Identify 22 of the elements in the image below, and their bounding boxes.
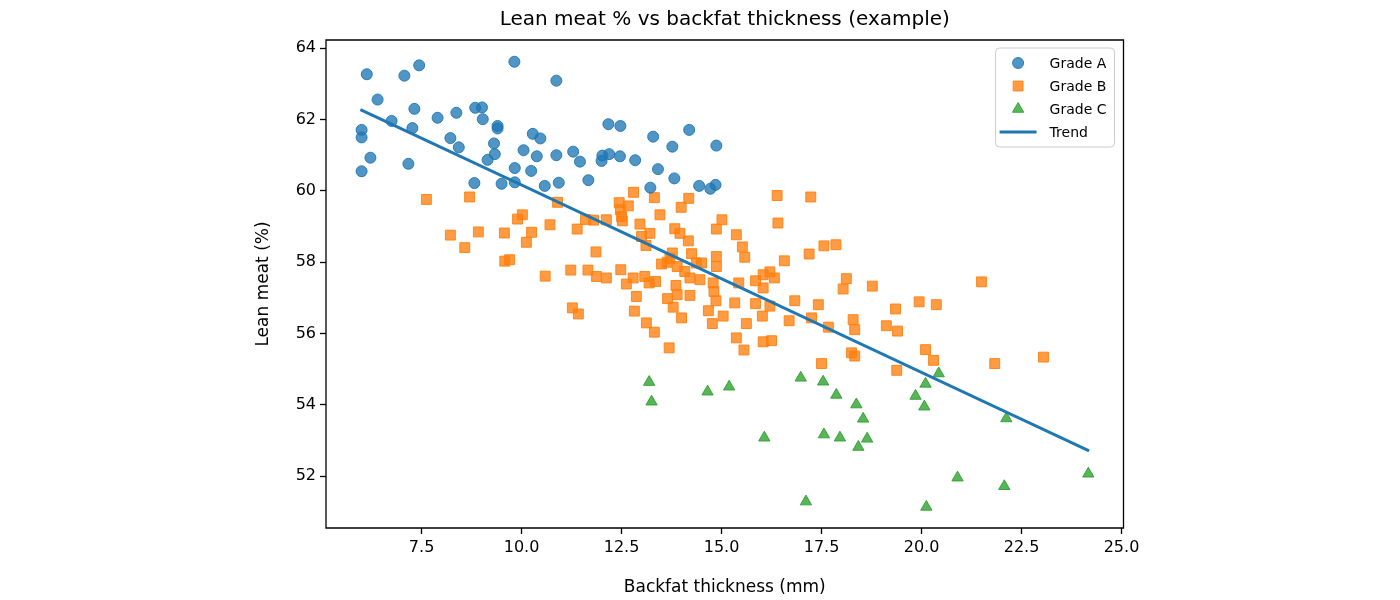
- legend-label: Grade B: [1049, 77, 1107, 94]
- x-tick-label: 15.0: [703, 536, 740, 556]
- x-axis-title: Backfat thickness (mm): [623, 576, 826, 597]
- x-tick-label: 17.5: [803, 536, 840, 556]
- x-tick-label: 7.5: [408, 536, 435, 556]
- x-tick-label: 20.0: [903, 536, 940, 556]
- chart-title: Lean meat % vs backfat thickness (example): [499, 6, 950, 31]
- y-tick-label: 58: [295, 251, 316, 271]
- legend-label: Trend: [1048, 123, 1088, 140]
- y-tick-label: 60: [295, 180, 316, 200]
- y-tick-label: 56: [295, 322, 316, 342]
- y-tick-label: 54: [295, 394, 316, 414]
- x-tick-label: 12.5: [603, 536, 640, 556]
- y-tick-label: 52: [295, 465, 316, 485]
- legend-label: Grade C: [1049, 100, 1107, 117]
- y-axis-title: Lean meat (%): [251, 221, 272, 347]
- x-tick-label: 22.5: [1003, 536, 1040, 556]
- y-tick-label: 64: [295, 37, 316, 57]
- x-tick-label: 10.0: [503, 536, 540, 556]
- y-tick-label: 62: [295, 108, 316, 128]
- legend-label: Grade A: [1049, 54, 1107, 71]
- x-tick-label: 25.0: [1103, 536, 1140, 556]
